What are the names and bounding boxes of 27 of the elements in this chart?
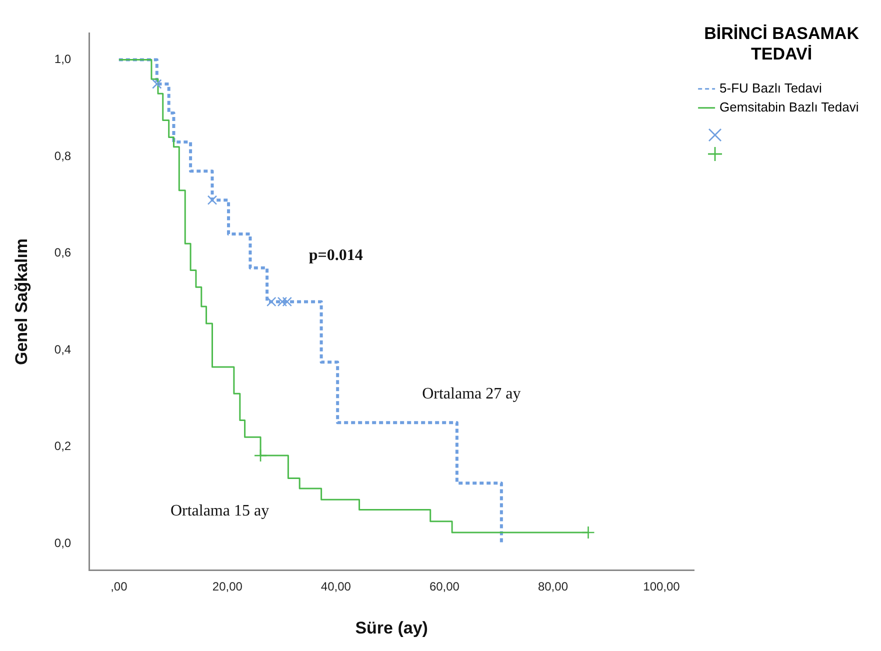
annotation: Ortalama 15 ay: [170, 502, 270, 520]
legend-label: 5-FU Bazlı Tedavi: [720, 80, 822, 96]
x-tick-label: ,00: [110, 580, 128, 594]
y-tick-label: 0,4: [54, 342, 72, 356]
y-tick-label: 0,2: [54, 439, 72, 454]
point: [207, 195, 218, 205]
point: [152, 79, 162, 89]
annotation: Ortalama 27 ay: [422, 385, 521, 402]
y-tick-label: 0,0: [54, 536, 72, 550]
x-tick-label: 100,00: [643, 580, 680, 594]
point: [282, 296, 292, 307]
x-tick-label: 20,00: [212, 580, 243, 594]
point: [277, 296, 288, 307]
y-tick-label: 1,0: [54, 52, 72, 66]
x-tick-label: 40,00: [320, 580, 352, 594]
legend-title: BİRİNCİ BASAMAK TEDAVİ: [704, 24, 860, 64]
y-axis-title: Genel Sağkalım: [12, 238, 31, 366]
x-tick-label: 80,00: [538, 580, 568, 594]
point: [266, 296, 276, 307]
y-tick-label: 0,8: [54, 148, 72, 163]
x-tick-label: 60,00: [429, 580, 460, 594]
y-tick-label: 0,6: [54, 246, 72, 260]
legend-label: Gemsitabin Bazlı Tedavi: [720, 99, 859, 114]
point: [254, 448, 268, 462]
x-axis-title: Süre (ay): [355, 618, 428, 638]
annotation: p=0.014: [308, 247, 363, 264]
point: [582, 526, 595, 540]
